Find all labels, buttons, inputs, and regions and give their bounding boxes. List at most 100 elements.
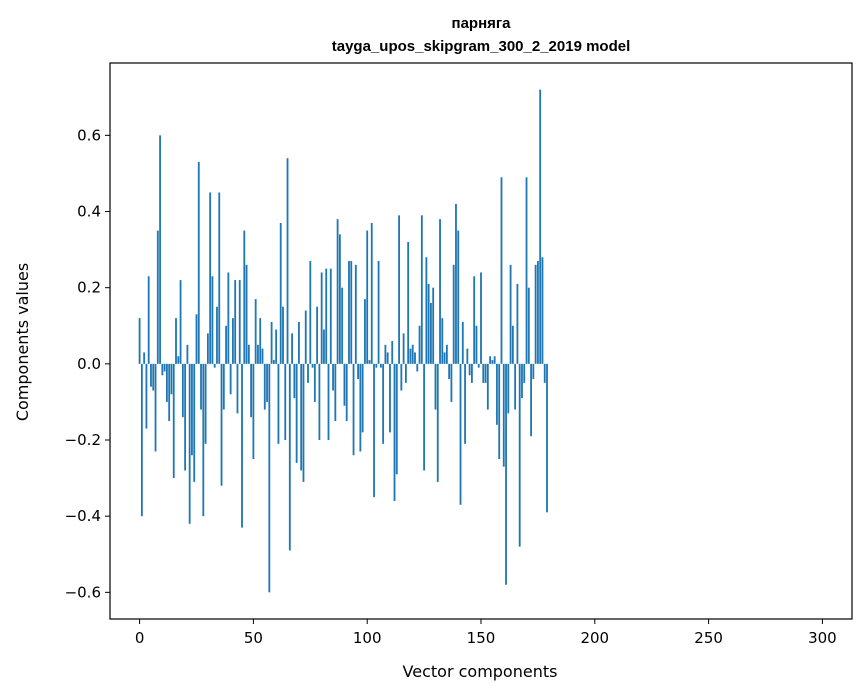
bar-52 (257, 344, 259, 364)
bar-131 (436, 363, 439, 482)
bar-134 (443, 352, 446, 364)
bar-117 (404, 363, 407, 383)
bar-85 (332, 363, 334, 391)
bar-12 (165, 363, 168, 402)
bar-175 (536, 261, 539, 364)
x-tick-label: 0 (135, 629, 145, 647)
x-axis-label: Vector components (403, 662, 558, 681)
bar-91 (345, 363, 348, 421)
bar-155 (491, 360, 494, 364)
bar-119 (409, 348, 412, 364)
bar-73 (304, 310, 307, 364)
bar-173 (532, 363, 535, 380)
bar-96 (357, 363, 360, 380)
bar-15 (172, 363, 175, 479)
bar-169 (523, 363, 526, 383)
bar-44 (238, 280, 241, 364)
bar-50 (252, 363, 255, 460)
bar-30 (206, 333, 209, 364)
bar-18 (179, 280, 182, 364)
bar-154 (489, 356, 492, 364)
bar-108 (384, 344, 387, 364)
x-tick-label: 300 (808, 629, 837, 647)
bar-170 (525, 177, 528, 364)
bar-53 (259, 318, 262, 364)
bar-58 (270, 321, 273, 364)
bar-159 (500, 177, 503, 364)
bar-123 (418, 325, 421, 364)
bar-125 (423, 363, 426, 471)
bar-56 (266, 363, 268, 402)
bar-76 (311, 363, 314, 368)
bar-113 (395, 363, 398, 475)
bar-97 (359, 363, 362, 452)
bar-81 (323, 329, 325, 364)
bar-1 (140, 363, 143, 517)
bar-13 (168, 363, 171, 421)
bar-150 (480, 272, 482, 364)
bar-177 (541, 257, 544, 364)
x-tick-label: 100 (353, 629, 382, 647)
bar-51 (254, 299, 257, 364)
bar-122 (416, 363, 419, 372)
x-tick-label: 200 (580, 629, 609, 647)
bar-83 (327, 363, 330, 441)
bar-120 (411, 344, 414, 364)
bar-38 (225, 325, 227, 364)
x-tick-label: 250 (694, 629, 723, 647)
bar-39 (227, 272, 230, 364)
plot-area-frame (109, 62, 853, 620)
bar-147 (473, 276, 476, 364)
x-axis-ticks: 0 50 100 150 200 250 300 (135, 619, 837, 647)
bar-104 (375, 363, 378, 368)
x-tick-label: 50 (244, 629, 263, 647)
bar-88 (338, 234, 341, 364)
bar-144 (466, 348, 469, 364)
bar-152 (484, 363, 487, 383)
bar-130 (434, 363, 437, 410)
bar-47 (245, 264, 248, 364)
bar-129 (432, 287, 435, 364)
bar-157 (496, 363, 498, 425)
bar-124 (420, 215, 423, 364)
bar-107 (382, 363, 385, 444)
bar-128 (430, 302, 432, 364)
bar-171 (527, 287, 530, 364)
bar-6 (152, 363, 155, 391)
bar-64 (284, 363, 287, 441)
bar-0 (138, 318, 141, 364)
bar-137 (450, 363, 453, 402)
bar-149 (477, 363, 480, 368)
bar-17 (177, 356, 180, 364)
bar-48 (247, 344, 250, 364)
bar-82 (325, 268, 328, 364)
bar-138 (452, 264, 455, 364)
bar-156 (493, 356, 496, 364)
bar-65 (286, 158, 289, 364)
bar-14 (170, 363, 173, 395)
bar-139 (455, 203, 457, 364)
bar-55 (263, 363, 266, 410)
bar-178 (543, 363, 546, 383)
y-axis-ticks: −0.6 −0.4 −0.2 0.0 0.2 0.4 0.6 (65, 126, 110, 601)
bar-105 (377, 261, 380, 364)
bar-7 (154, 363, 157, 452)
bar-71 (300, 363, 303, 471)
bar-110 (389, 363, 391, 433)
bar-126 (425, 257, 428, 364)
bar-60 (275, 329, 278, 364)
bar-78 (316, 306, 319, 364)
bar-89 (341, 287, 344, 364)
bar-3 (145, 363, 148, 429)
bar-4 (147, 276, 150, 364)
bar-148 (475, 325, 478, 364)
bar-118 (407, 241, 410, 364)
bar-43 (236, 363, 239, 414)
bar-102 (370, 222, 373, 364)
bar-42 (234, 280, 237, 364)
bar-121 (414, 352, 416, 364)
bar-92 (348, 261, 350, 364)
bar-70 (298, 321, 300, 364)
bar-176 (539, 89, 542, 364)
bar-163 (509, 264, 512, 364)
